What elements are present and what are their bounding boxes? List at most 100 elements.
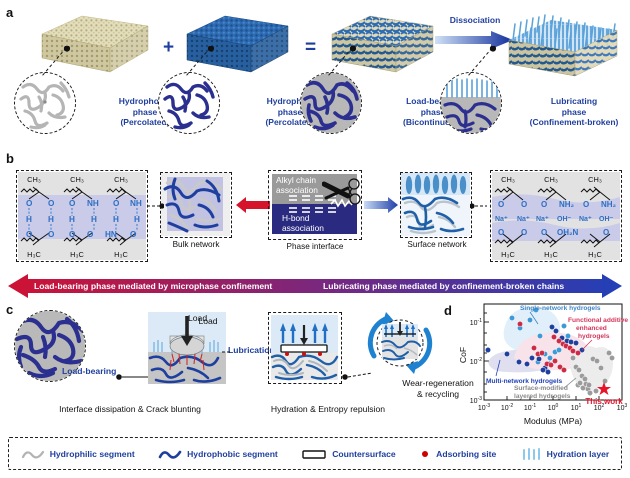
wear-regeneration-diagram [362,308,438,378]
svg-text:101: 101 [571,403,582,412]
svg-text:O: O [87,230,94,239]
banner-right-text: Lubricating phase mediated by confinemen… [323,281,565,291]
svg-text:H: H [69,215,75,224]
y-axis-label: CoF [458,347,468,363]
svg-text:O: O [541,200,547,209]
alkyl-chain-text: Alkyl chain association [276,175,318,195]
hbond-l1: H-bond [282,213,310,223]
svg-text:O: O [48,230,55,239]
hydrophilic-label-l1: Hydrophilic [266,96,314,106]
hydrophilic-label-l2: phase [277,106,303,117]
svg-text:10-1: 10-1 [470,318,482,327]
loadbearing-connector [116,374,150,380]
panel-c-letter: c [6,302,14,317]
this-work-label: This work [585,397,623,406]
cof-modulus-scatter-chart: 10-1 10-2 10-3 10-3 10-2 10-1 100 101 [452,300,630,428]
svg-text:O: O [583,200,589,209]
legend-label-hydrophobic: Hydrophobic segment [187,448,278,459]
svg-text:CH₃: CH₃ [114,175,128,184]
scissors-icon [322,178,361,205]
loadbearing-block-3d [330,14,435,76]
lubricating-label-l2: phase [561,106,587,117]
hydrophobic-label-l1: Hydrophobic [118,96,172,106]
wear-regeneration-label: Wear-regeneration & recycling [378,378,498,400]
alkyl-l2: association [276,185,318,195]
surface-chemistry-diagram: CH₃ CH₃ CH₃ H₃C H₃C H₃C [492,172,620,260]
legend-hydrophilic-segment: Hydrophilic segment [21,448,135,460]
hydrophilic-label: Hydrophilic phase (Percolated) [250,96,330,128]
svg-text:O: O [69,199,76,208]
blob-single-network [503,307,561,355]
lubricating-block-3d [505,10,620,80]
lubrication-annotation: Lubrication [228,345,275,355]
loadbearing-leader-line [327,46,356,77]
svg-text:O: O [26,199,33,208]
wave-blue-icon [158,450,182,459]
svg-text:O: O [26,230,33,239]
hydrophobic-block-3d [40,14,150,76]
svg-text:O: O [521,228,527,237]
lubrication-connector-left [222,351,230,353]
wear-connector [342,372,373,380]
svg-text:Na⁺: Na⁺ [536,216,549,223]
hydrophobic-label: Hydrophobic phase (Percolated) [105,96,185,128]
svg-text:O: O [541,228,547,237]
svg-text:H: H [134,215,140,224]
scatter-svg: 10-1 10-2 10-3 10-3 10-2 10-1 100 101 [458,303,628,426]
annotation-functional-3: hydrogels [578,333,610,340]
bulk-chemistry-box: CH₃ CH₃ CH₃ H₃C H₃C H₃C [16,170,148,262]
svg-text:Na⁺: Na⁺ [579,216,592,223]
svg-text:10-2: 10-2 [470,357,482,366]
svg-text:103: 103 [617,403,628,412]
lubricating-zoom-circle [440,72,502,134]
svg-text:OH⁻: OH⁻ [557,216,572,223]
svg-text:O: O [69,230,76,239]
svg-text:H₃C: H₃C [588,250,602,259]
legend-hydrophobic-segment: Hydrophobic segment [158,448,278,460]
lubricating-label-l3: (Confinement-broken) [529,117,619,127]
data-points [485,307,615,396]
svg-text:O: O [48,199,55,208]
svg-text:O: O [521,200,527,209]
svg-text:10-2: 10-2 [501,403,513,412]
hydrophilic-zoom-circle [158,72,220,134]
hydration-box [268,312,342,384]
panel-c-caption-left: Interface dissipation & Crack blunting [59,404,201,414]
x-axis-label: Modulus (MPa) [524,416,582,426]
svg-text:CH₃: CH₃ [588,175,602,184]
blue-right-arrow-icon [364,197,398,213]
hydrophilic-leader-line [185,46,214,77]
svg-text:102: 102 [594,403,605,412]
alkyl-l1: Alkyl chain [276,175,317,185]
legend-label-hydration: Hydration layer [546,448,610,459]
wave-gray-icon [21,450,44,458]
panel-a-letter: a [6,5,14,20]
hydrophilic-block-3d [185,14,290,76]
loadbearing-label: Load-bearing phase (Bicontinuous) [388,96,478,128]
legend-label-hydrophilic: Hydrophilic segment [49,448,135,459]
svg-text:Na⁺: Na⁺ [495,216,508,223]
phase-interface-box: Alkyl chain association H-bond associati… [268,170,362,240]
svg-text:H₃C: H₃C [544,250,558,259]
hbond-l2: association [282,223,324,233]
svg-text:H₃C: H₃C [501,250,515,259]
comb-lightblue-icon [522,447,540,460]
surface-network-box [400,172,472,238]
dissociation-label: Dissociation [449,15,501,25]
hydrophobic-label-l3: (Percolated) [120,117,170,127]
annotation-single-network: Single-network hydrogels [520,305,601,312]
dissociation-arrow-icon [435,31,513,49]
svg-text:100: 100 [548,403,559,412]
legend-hydration-layer: Hydration layer [520,447,610,460]
svg-text:OH⁻: OH⁻ [599,216,614,223]
wear-l1: Wear-regeneration [402,378,474,388]
red-left-arrow-icon [236,197,270,213]
svg-text:10-3: 10-3 [478,403,490,412]
annotation-surface-2: layered hydrogels [514,393,571,400]
svg-text:CH₃: CH₃ [501,175,515,184]
dot-red-icon [422,450,429,457]
svg-text:10-3: 10-3 [470,396,482,405]
lubricating-leader-line [467,46,496,77]
rect-bar-icon [302,449,326,459]
